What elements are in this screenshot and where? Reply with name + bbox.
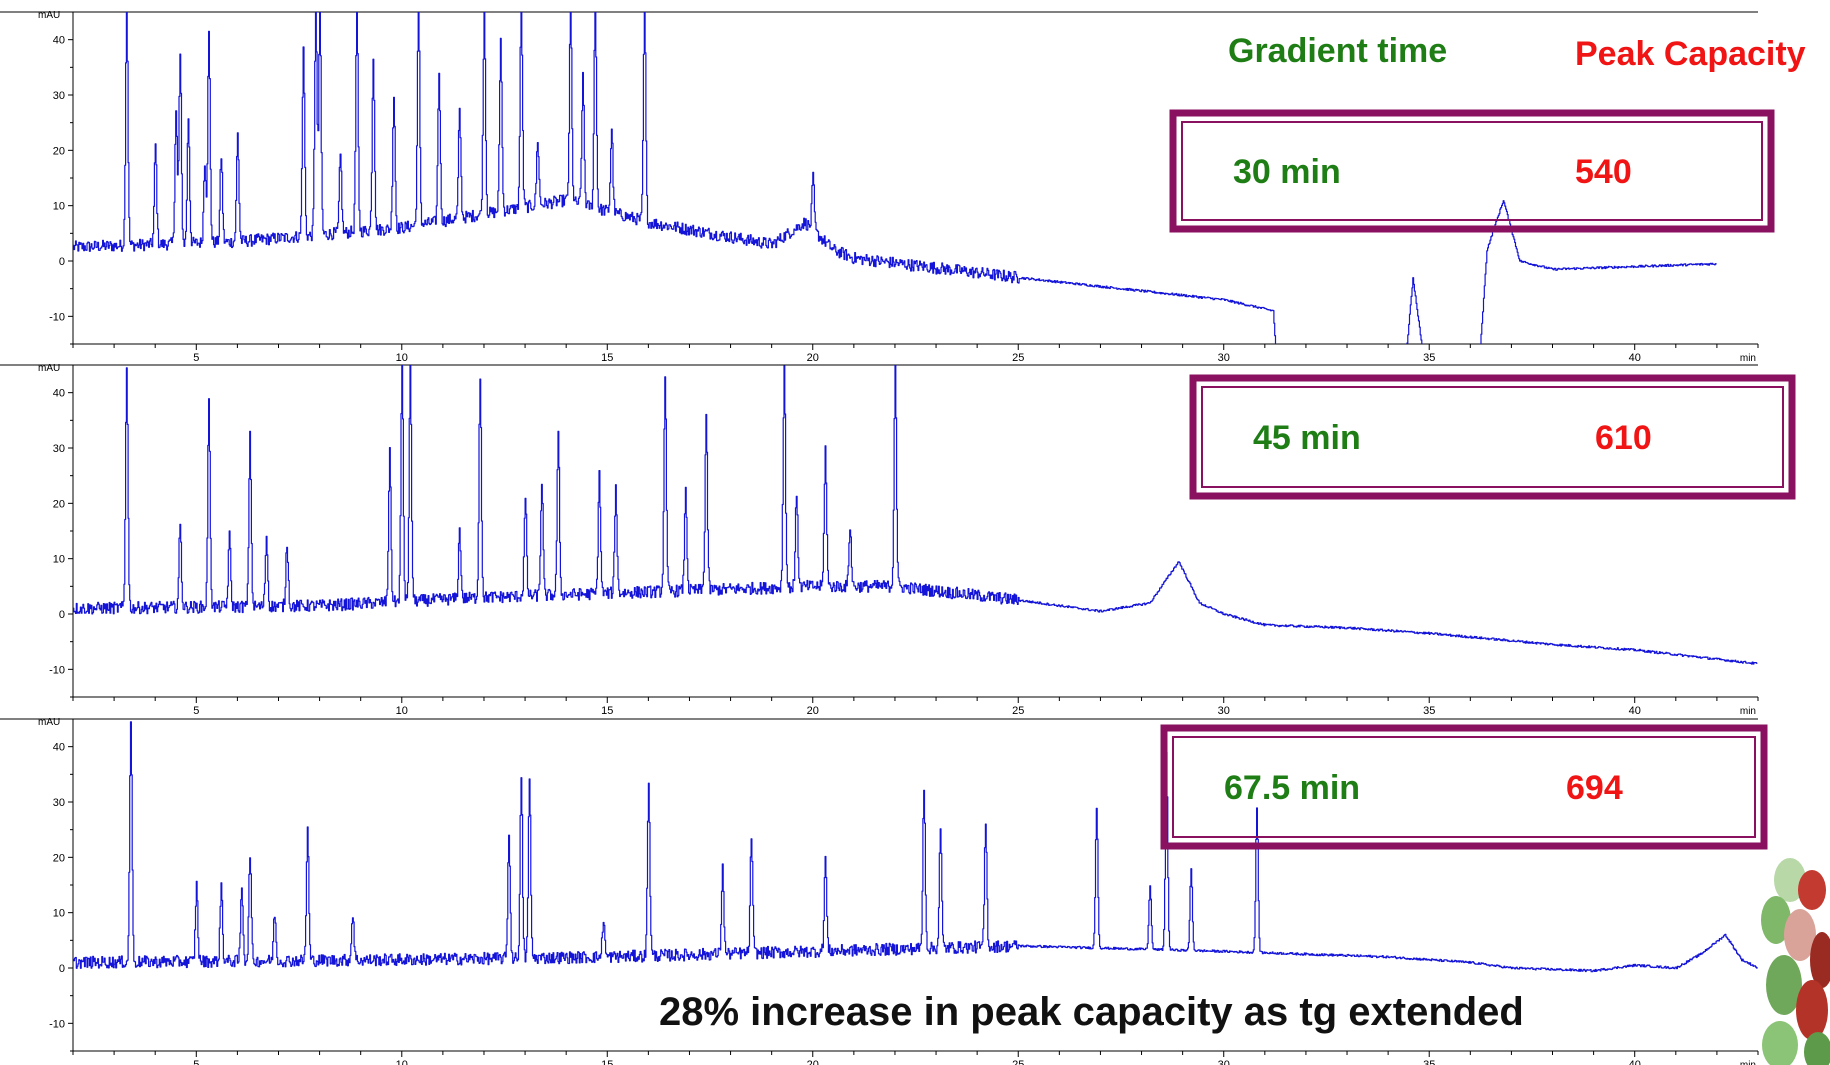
caption: 28% increase in peak capacity as tg exte… bbox=[659, 990, 1524, 1034]
chromatogram-trace bbox=[73, 365, 1758, 665]
x-tick-label: 5 bbox=[193, 705, 199, 717]
y-tick-label: 20 bbox=[53, 852, 65, 864]
y-tick-label: 20 bbox=[53, 145, 65, 157]
y-tick-label: 10 bbox=[53, 201, 65, 213]
x-tick-label: 35 bbox=[1423, 1059, 1435, 1065]
box-inner-border bbox=[1201, 386, 1784, 488]
x-axis-label: min bbox=[1740, 1060, 1756, 1065]
y-tick-label: 40 bbox=[53, 742, 65, 754]
x-tick-label: 40 bbox=[1629, 352, 1641, 364]
x-tick-label: 25 bbox=[1012, 1059, 1024, 1065]
y-tick-label: 0 bbox=[59, 609, 65, 621]
x-tick-label: 35 bbox=[1423, 352, 1435, 364]
box-outer-border bbox=[1169, 109, 1775, 233]
y-axis-label: mAU bbox=[38, 363, 60, 374]
x-tick-label: 30 bbox=[1218, 352, 1230, 364]
x-tick-label: 20 bbox=[807, 352, 819, 364]
annotation-boxes: 30 min 540 45 min 610 67.5 min 694 bbox=[1160, 109, 1796, 850]
x-tick-label: 10 bbox=[396, 352, 408, 364]
panel-3: -10 0 10 20 30 40 mAU 5 10 15 20 25 30 35 40 min bbox=[0, 717, 1759, 1065]
annotation-box-1: 30 min 540 bbox=[1169, 109, 1775, 233]
gradient-time-value: 45 min bbox=[1253, 419, 1361, 457]
x-tick-label: 25 bbox=[1012, 352, 1024, 364]
box-inner-border bbox=[1181, 121, 1763, 221]
x-tick-label: 30 bbox=[1218, 1059, 1230, 1065]
x-tick-label: 20 bbox=[807, 1059, 819, 1065]
peak-capacity-value: 694 bbox=[1566, 769, 1623, 807]
y-tick-label: 30 bbox=[53, 797, 65, 809]
panel-2: -10 0 10 20 30 40 mAU 5 10 15 20 25 30 35 40 min bbox=[0, 363, 1759, 717]
y-tick-label: 40 bbox=[53, 388, 65, 400]
y-axis-label: mAU bbox=[38, 717, 60, 728]
y-tick-label: 30 bbox=[53, 443, 65, 455]
gradient-time-value: 67.5 min bbox=[1224, 769, 1360, 807]
box-outer-border bbox=[1189, 374, 1796, 500]
x-tick-label: 15 bbox=[601, 352, 613, 364]
x-tick-label: 15 bbox=[601, 705, 613, 717]
y-tick-label: -10 bbox=[49, 1018, 65, 1030]
x-tick-label: 35 bbox=[1423, 705, 1435, 717]
people-logo-image bbox=[1760, 855, 1830, 1065]
x-axis-label: min bbox=[1740, 353, 1756, 364]
y-tick-label: 0 bbox=[59, 963, 65, 975]
y-tick-label: 40 bbox=[53, 35, 65, 47]
y-tick-label: -10 bbox=[49, 664, 65, 676]
annotation-box-2: 45 min 610 bbox=[1189, 374, 1796, 500]
y-tick-label: 20 bbox=[53, 498, 65, 510]
x-tick-label: 15 bbox=[601, 1059, 613, 1065]
x-axis-label: min bbox=[1740, 706, 1756, 717]
annotation-box-3: 67.5 min 694 bbox=[1160, 724, 1768, 850]
y-tick-label: 10 bbox=[53, 554, 65, 566]
x-tick-label: 30 bbox=[1218, 705, 1230, 717]
x-tick-label: 10 bbox=[396, 705, 408, 717]
chromatogram-trace bbox=[73, 721, 1758, 973]
x-tick-label: 5 bbox=[193, 352, 199, 364]
gradient-time-header: Gradient time bbox=[1228, 32, 1447, 70]
peak-capacity-header: Peak Capacity bbox=[1575, 35, 1806, 73]
y-tick-label: 30 bbox=[53, 90, 65, 102]
chromatogram-panels: -10 0 10 20 30 40 mAU 5 10 15 20 25 30 35 40 min -10 0 10 2… bbox=[0, 10, 1759, 1065]
y-tick-label: -10 bbox=[49, 311, 65, 323]
chromatogram-trace bbox=[73, 12, 1717, 344]
y-tick-label: 10 bbox=[53, 908, 65, 920]
x-tick-label: 20 bbox=[807, 705, 819, 717]
x-tick-label: 40 bbox=[1629, 1059, 1641, 1065]
box-outer-border bbox=[1160, 724, 1768, 850]
x-tick-label: 10 bbox=[396, 1059, 408, 1065]
x-tick-label: 25 bbox=[1012, 705, 1024, 717]
y-tick-label: 0 bbox=[59, 256, 65, 268]
gradient-time-value: 30 min bbox=[1233, 153, 1341, 191]
x-tick-label: 40 bbox=[1629, 705, 1641, 717]
peak-capacity-value: 610 bbox=[1595, 419, 1652, 457]
y-axis-label: mAU bbox=[38, 10, 60, 21]
panel-1: -10 0 10 20 30 40 mAU 5 10 15 20 25 30 35 40 min bbox=[0, 10, 1759, 364]
box-inner-border bbox=[1172, 736, 1756, 838]
peak-capacity-value: 540 bbox=[1575, 153, 1632, 191]
x-tick-label: 5 bbox=[193, 1059, 199, 1065]
